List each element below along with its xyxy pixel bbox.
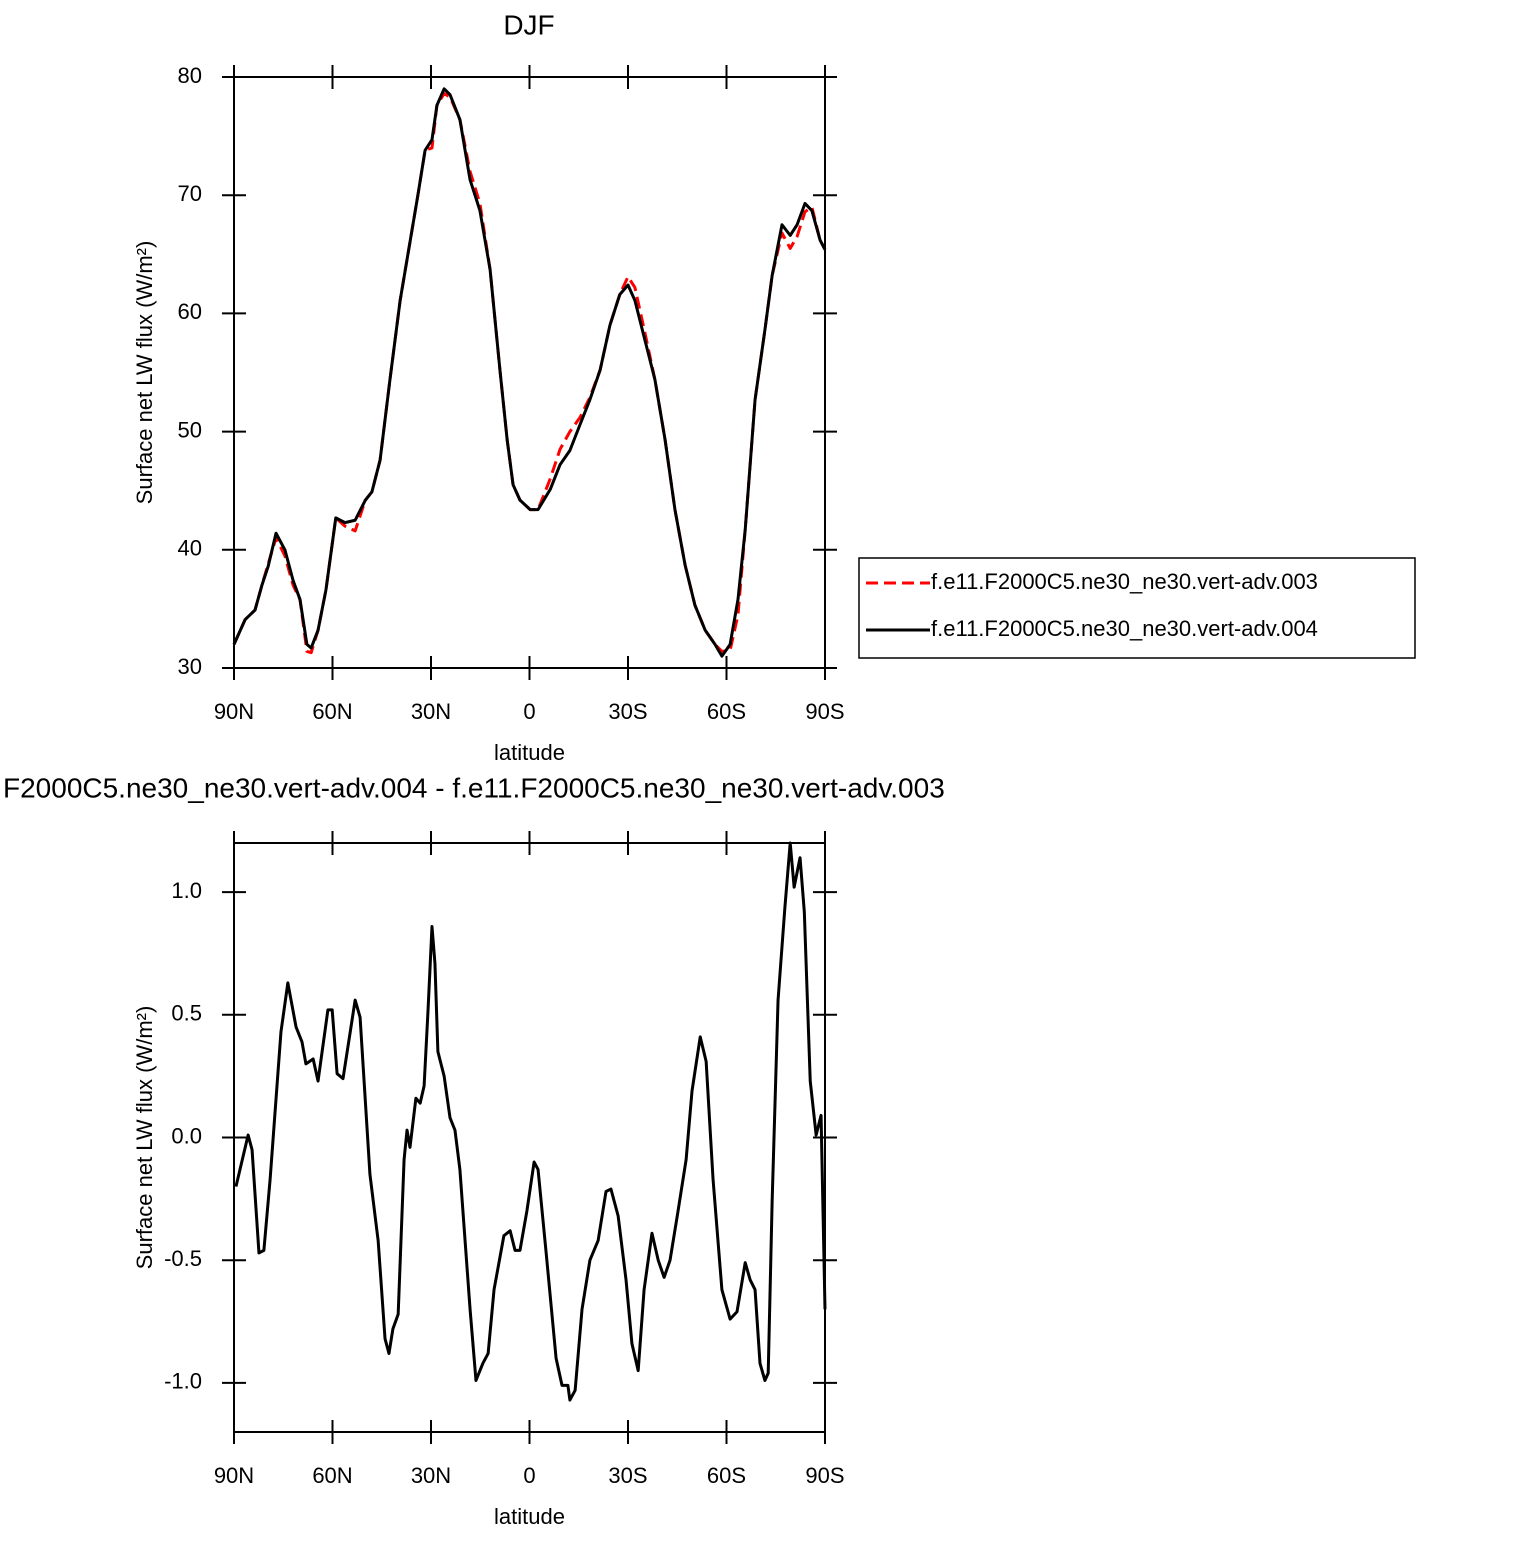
plot-frame (233, 76, 826, 669)
legend-label: f.e11.F2000C5.ne30_ne30.vert-adv.004 (931, 616, 1318, 641)
y-tick-label: 0.5 (171, 1001, 202, 1026)
x-tick-label: 90S (805, 1463, 844, 1488)
y-tick-label: -0.5 (164, 1246, 202, 1271)
x-tick-label: 60S (707, 699, 746, 724)
x-axis-label: latitude (494, 740, 565, 765)
y-tick-label: 0.0 (171, 1123, 202, 1148)
y-tick-label: 70 (178, 181, 202, 206)
x-tick-label: 0 (523, 699, 535, 724)
plot-frame (233, 842, 826, 1433)
y-tick-label: 1.0 (171, 878, 202, 903)
chart-title: F2000C5.ne30_ne30.vert-adv.004 - f.e11.F… (3, 772, 945, 803)
x-tick-label: 90N (214, 1463, 254, 1488)
x-tick-label: 60S (707, 1463, 746, 1488)
legend-box (858, 557, 1416, 659)
legend-label: f.e11.F2000C5.ne30_ne30.vert-adv.003 (931, 569, 1318, 594)
data-line (232, 92, 827, 655)
x-tick-label: 0 (523, 1463, 535, 1488)
x-tick-label: 30N (411, 699, 451, 724)
y-tick-label: 40 (178, 536, 202, 561)
y-tick-label: 60 (178, 299, 202, 324)
y-tick-label: 30 (178, 654, 202, 679)
x-tick-label: 30N (411, 1463, 451, 1488)
x-tick-label: 90S (805, 699, 844, 724)
chart-title: DJF (503, 9, 554, 40)
data-line (232, 87, 827, 658)
x-axis-label: latitude (494, 1504, 565, 1529)
y-tick-label: 80 (178, 63, 202, 88)
data-line (234, 841, 827, 1402)
x-tick-label: 30S (608, 699, 647, 724)
y-tick-label: 50 (178, 417, 202, 442)
x-tick-label: 30S (608, 1463, 647, 1488)
y-axis-label: Surface net LW flux (W/m²) (132, 241, 157, 505)
x-tick-label: 60N (312, 699, 352, 724)
y-tick-label: -1.0 (164, 1369, 202, 1394)
x-tick-label: 90N (214, 699, 254, 724)
y-axis-label: Surface net LW flux (W/m²) (132, 1006, 157, 1270)
x-tick-label: 60N (312, 1463, 352, 1488)
